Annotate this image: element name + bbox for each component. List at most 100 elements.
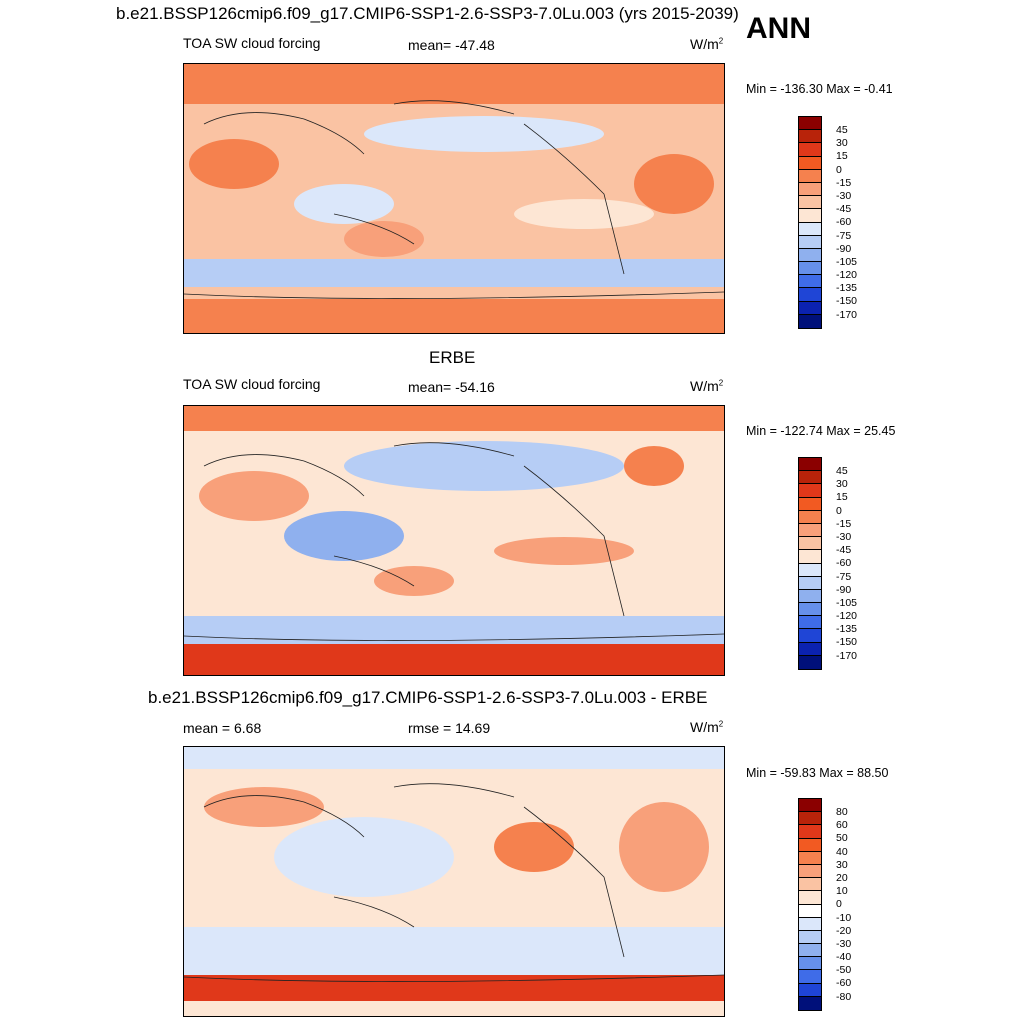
panel-1-title: b.e21.BSSP126cmip6.f09_g17.CMIP6-SSP1-2.… [116,4,739,23]
colorbar-level-label: 15 [836,491,848,504]
map-2-antarctic-band [184,644,724,675]
colorbar-segment [799,156,821,170]
colorbar-segment [799,957,821,971]
season-label: ANN [746,12,811,45]
panel-2-minmax: Min = -122.74 Max = 25.45 [746,424,896,438]
map-1-australia [344,221,424,257]
colorbar-level-label: -105 [836,596,858,609]
colorbar-level-label: -30 [836,937,852,950]
colorbar-segment [799,944,821,958]
map-2-east-pacific [494,537,634,565]
colorbar-level-label: 20 [836,871,848,884]
panel-3-minmax: Min = -59.83 Max = 88.50 [746,766,889,780]
colorbar-level-label: -30 [836,189,852,202]
colorbar-level-label: -120 [836,269,858,282]
colorbar-segment [799,799,821,813]
colorbar-segment [799,314,821,328]
colorbar-level-label: -45 [836,203,852,216]
map-3-southern-ocean-band [184,927,724,975]
colorbar-level-label: 30 [836,858,848,871]
colorbar-segment [799,235,821,249]
colorbar-level-label: -40 [836,951,852,964]
panel-2-colorbar [798,457,822,670]
colorbar-segment [799,825,821,839]
map-1-north-pacific [364,116,604,152]
map-2-north-pacific [344,441,624,491]
colorbar-segment [799,655,821,669]
colorbar-segment [799,550,821,564]
map-2-coastlines [184,442,724,641]
colorbar-segment [799,838,821,852]
colorbar-segment [799,930,821,945]
panel-2-variable: TOA SW cloud forcing [183,376,321,392]
colorbar-level-label: -15 [836,176,852,189]
colorbar-segment [799,851,821,865]
colorbar-level-label: 45 [836,124,848,136]
colorbar-segment [799,169,821,183]
map-1-arctic-band [184,64,724,104]
colorbar-level-label: -20 [836,924,852,937]
colorbar-segment [799,130,821,144]
map-3-arctic-band [184,747,724,769]
panel-1-variable: TOA SW cloud forcing [183,35,321,51]
colorbar-level-label: -150 [836,636,858,649]
map-3-indian-ocean [274,817,454,897]
panel-3-units: W/m2 [690,719,724,735]
colorbar-level-label: 0 [836,163,842,176]
colorbar-level-label: 40 [836,845,848,858]
colorbar-segment [799,996,821,1010]
colorbar-level-label: -45 [836,544,852,557]
colorbar-level-label: -75 [836,570,852,583]
colorbar-segment [799,248,821,263]
colorbar-segment [799,262,821,276]
colorbar-level-label: 60 [836,819,848,832]
colorbar-level-label: -120 [836,610,858,623]
colorbar-level-label: -150 [836,295,858,308]
colorbar-segment [799,629,821,643]
colorbar-segment [799,117,821,131]
panel-2-title: ERBE [429,348,476,367]
colorbar-segment [799,970,821,984]
colorbar-segment [799,537,821,551]
panel-3-mean: mean = 6.68 [183,720,262,736]
panel-1-colorbar [798,116,822,329]
colorbar-segment [799,563,821,577]
map-1-maritime-continent [294,184,394,224]
colorbar-level-label: -170 [836,308,858,321]
map-1-africa [189,139,279,189]
colorbar-segment [799,603,821,617]
colorbar-level-label: -60 [836,977,852,990]
colorbar-level-label: 10 [836,885,848,898]
map-1-antarctic-band [184,299,724,333]
map-1-coastlines [184,100,724,299]
map-2-australia [374,566,454,596]
map-2-maritime-continent [284,511,404,561]
map-3-atlantic [619,802,709,892]
colorbar-segment [799,642,821,656]
colorbar-segment [799,484,821,498]
map-1-background [184,64,724,333]
colorbar-level-label: -90 [836,242,852,255]
colorbar-segment [799,301,821,315]
colorbar-level-label: -135 [836,623,858,636]
colorbar-segment [799,589,821,604]
colorbar-level-label: 50 [836,832,848,845]
colorbar-level-label: -80 [836,990,852,1003]
colorbar-level-label: -50 [836,964,852,977]
colorbar-segment [799,288,821,302]
colorbar-level-label: -10 [836,911,852,924]
colorbar-level-label: -15 [836,517,852,530]
colorbar-segment [799,917,821,931]
colorbar-segment [799,143,821,157]
panel-1-map [183,63,725,334]
colorbar-segment [799,222,821,236]
colorbar-level-label: 0 [836,898,842,911]
panel-3-rmse: rmse = 14.69 [408,720,491,736]
map-2-greenland [624,446,684,486]
map-3-east-pacific [494,822,574,872]
colorbar-level-label: 0 [836,504,842,517]
colorbar-level-label: -170 [836,649,858,662]
map-1-east-pacific [514,199,654,229]
panel-1-mean: mean= -47.48 [408,37,495,53]
panel-1-colorbar-labels: 45 30 15 0 -15 -30 -45 -60 -75 -90 -105 -120 -135 -15… [836,124,857,322]
